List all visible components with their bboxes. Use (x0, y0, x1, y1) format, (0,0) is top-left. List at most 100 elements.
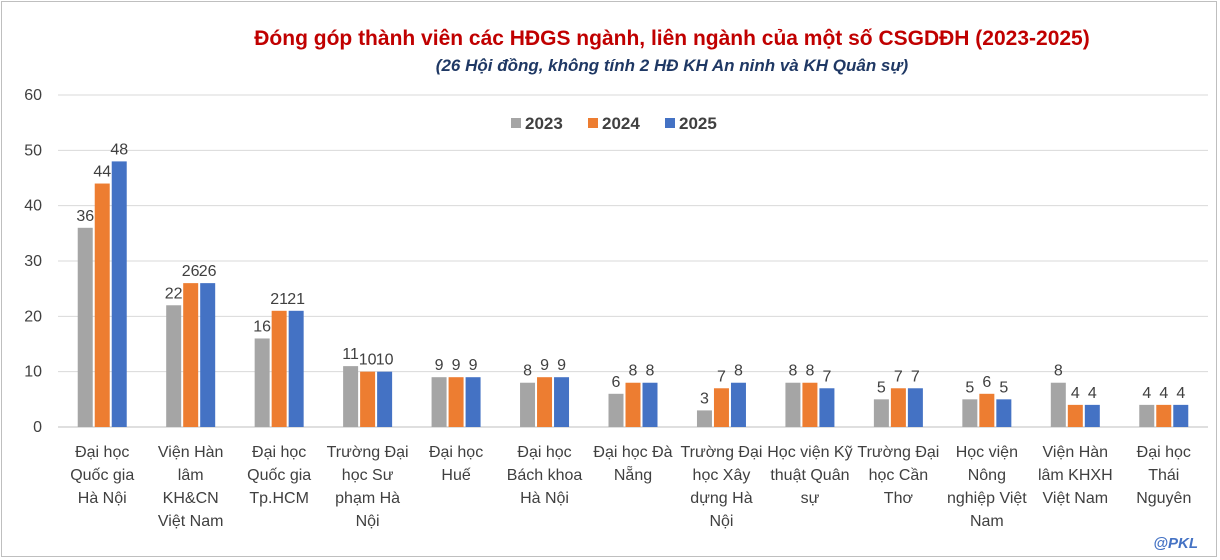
category-label-line: Học viện (956, 444, 1018, 461)
bar-2023 (785, 382, 801, 427)
data-label-2025: 26 (199, 263, 217, 280)
data-label-2024: 9 (540, 357, 549, 374)
category-label: Đại học Quốc gia Tp.HCM (247, 444, 311, 507)
bar-2025 (377, 371, 393, 427)
category-label-line: Đại học (252, 444, 306, 461)
bar-2024 (625, 382, 641, 427)
y-tick-label: 50 (24, 142, 42, 159)
bar-2023 (431, 377, 447, 427)
category-label: Trường Đại học Xây dựng Hà Nội (680, 444, 762, 530)
data-label-2025: 48 (110, 141, 128, 158)
chart-subtitle: (26 Hội đồng, không tính 2 HĐ KH An ninh… (436, 56, 909, 75)
y-tick-label: 30 (24, 253, 42, 270)
data-label-2025: 4 (1088, 385, 1097, 402)
category-label-line: dựng Hà (690, 490, 752, 507)
category-label-line: Đại học (75, 444, 129, 461)
data-label-2025: 4 (1176, 385, 1185, 402)
category-label-line: Đại học (429, 444, 483, 461)
data-label-2023: 5 (965, 379, 974, 396)
bar-2024 (890, 388, 906, 427)
category-label-line: Đại học (517, 444, 571, 461)
bar-2024 (802, 382, 818, 427)
watermark: @PKL (1153, 535, 1198, 552)
bar-2024 (448, 377, 464, 427)
data-label-2024: 26 (182, 263, 200, 280)
category-label: Trường Đại học Cần Thơ (857, 444, 939, 507)
legend-label-2024: 2024 (602, 114, 640, 133)
category-label-line: KH&CN (163, 490, 219, 507)
category-label-line: Nẵng (614, 465, 652, 484)
data-label-2024: 7 (717, 368, 726, 385)
category-label-line: Hà Nội (520, 490, 569, 507)
bar-2024 (713, 388, 729, 427)
bar-2023 (166, 305, 182, 427)
bar-2023 (254, 338, 270, 427)
bar-2023 (77, 227, 93, 427)
bar-2024 (271, 310, 287, 427)
data-label-2023: 3 (700, 390, 709, 407)
category-label-line: Trường Đại (680, 444, 762, 461)
data-label-2024: 10 (359, 352, 377, 369)
category-label-line: Nội (709, 513, 733, 530)
bar-2025 (907, 388, 923, 427)
category-label: Viện Hàn lâm KHXH Việt Nam (1038, 444, 1113, 507)
data-label-2023: 11 (342, 346, 359, 363)
y-tick-label: 10 (24, 364, 42, 381)
bar-2025 (1084, 404, 1100, 427)
bar-2025 (465, 377, 481, 427)
data-label-2023: 36 (76, 208, 94, 225)
y-tick-label: 0 (33, 419, 42, 436)
data-label-2024: 9 (452, 357, 461, 374)
data-label-2023: 6 (612, 374, 621, 391)
category-label-line: Trường Đại (857, 444, 939, 461)
category-label: Đại học Thái Nguyên (1136, 444, 1191, 507)
category-label-line: Đại học (1137, 444, 1191, 461)
category-label-line: học Xây (693, 467, 751, 484)
y-tick-label: 60 (24, 87, 42, 104)
data-label-2025: 8 (734, 363, 743, 380)
y-axis-ticks: 0 10 20 30 40 50 60 (24, 87, 42, 436)
bar-2023 (696, 410, 712, 427)
category-label-line: Huế (441, 467, 470, 484)
data-label-2023: 9 (435, 357, 444, 374)
category-label-line: Thơ (884, 490, 914, 507)
bar-2025 (200, 283, 216, 427)
data-label-2024: 8 (629, 363, 638, 380)
bar-2023 (873, 399, 889, 427)
gridlines (58, 94, 1208, 428)
category-label: Đại học Huế (429, 444, 483, 484)
category-label-line: Trường Đại (327, 444, 409, 461)
data-label-2025: 9 (557, 357, 566, 374)
data-label-2023: 8 (788, 363, 797, 380)
data-label-2023: 8 (1054, 363, 1063, 380)
data-label-2023: 22 (165, 285, 183, 302)
legend-label-2025: 2025 (679, 114, 717, 133)
bar-2025 (1173, 404, 1189, 427)
bar-2024 (537, 377, 553, 427)
bar-2025 (730, 382, 746, 427)
category-label-line: Thái (1148, 467, 1179, 484)
category-label-line: lâm KHXH (1038, 467, 1113, 484)
category-label-line: phạm Hà (335, 490, 400, 507)
bar-2025 (819, 388, 835, 427)
category-label-line: Việt Nam (158, 513, 224, 530)
data-label-2024: 8 (805, 363, 814, 380)
data-label-2025: 7 (822, 368, 831, 385)
bar-2024 (94, 183, 110, 427)
bar-2023 (962, 399, 978, 427)
bar-2025 (288, 310, 304, 427)
data-label-2023: 4 (1142, 385, 1151, 402)
category-label: Viện Hàn lâm KH&CN Việt Nam (158, 444, 224, 530)
bar-2023 (1050, 382, 1066, 427)
bar-2025 (111, 161, 127, 427)
data-label-2023: 5 (877, 379, 886, 396)
data-label-2024: 4 (1159, 385, 1168, 402)
category-label-line: Đại học Đà (593, 444, 672, 461)
legend: 2023 2024 2025 (511, 114, 717, 133)
bar-2024 (360, 371, 376, 427)
y-tick-label: 40 (24, 198, 42, 215)
category-label-line: sự (801, 490, 820, 507)
